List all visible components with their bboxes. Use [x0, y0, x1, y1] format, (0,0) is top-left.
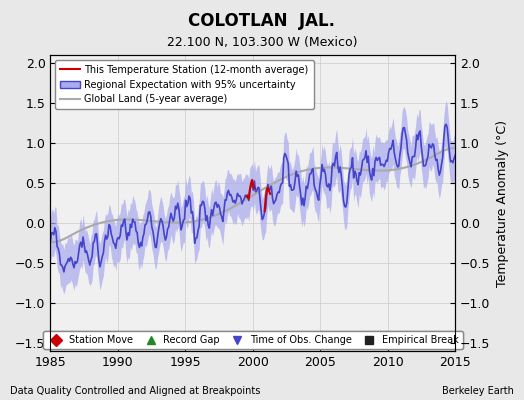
Text: COLOTLAN  JAL.: COLOTLAN JAL.: [189, 12, 335, 30]
Text: Berkeley Earth: Berkeley Earth: [442, 386, 514, 396]
Text: Data Quality Controlled and Aligned at Breakpoints: Data Quality Controlled and Aligned at B…: [10, 386, 261, 396]
Legend: Station Move, Record Gap, Time of Obs. Change, Empirical Break: Station Move, Record Gap, Time of Obs. C…: [43, 332, 463, 349]
Y-axis label: Temperature Anomaly (°C): Temperature Anomaly (°C): [496, 120, 509, 286]
Text: 22.100 N, 103.300 W (Mexico): 22.100 N, 103.300 W (Mexico): [167, 36, 357, 49]
